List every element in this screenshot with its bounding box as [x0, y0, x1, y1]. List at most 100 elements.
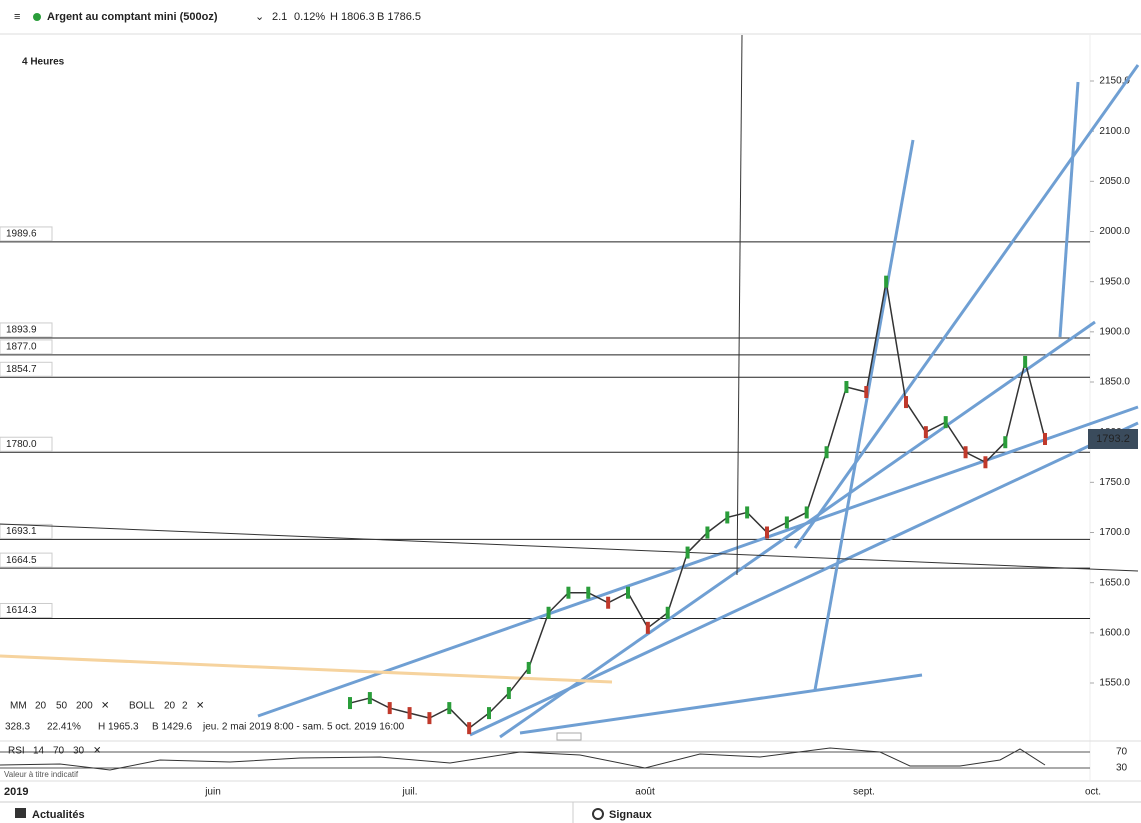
trend-line — [519, 673, 923, 735]
level-label: 1693.1 — [6, 526, 37, 537]
y-tick-label: 1700.0 — [1099, 527, 1130, 538]
candle — [804, 506, 809, 519]
candle — [943, 416, 948, 429]
price-line — [349, 281, 1046, 730]
candle — [765, 526, 769, 539]
news-tab[interactable]: Actualités — [32, 809, 85, 821]
ma-label: MM — [10, 701, 27, 712]
low: B 1786.5 — [377, 11, 421, 23]
candle — [586, 586, 591, 599]
rsi-axis: 30 — [1116, 763, 1128, 774]
candle — [407, 707, 412, 720]
trend-line — [1058, 81, 1080, 338]
candle — [1043, 432, 1047, 445]
level-tag — [0, 339, 53, 355]
ma-period: 20 — [35, 701, 47, 712]
instrument-title[interactable]: Argent au comptant mini (500oz) — [47, 11, 218, 23]
y-tick-label: 1950.0 — [1099, 276, 1130, 287]
remove[interactable]: ✕ — [196, 701, 204, 712]
level-label: 1893.9 — [6, 325, 37, 336]
level-label: 1989.6 — [6, 229, 37, 240]
rsi-param: 14 — [33, 746, 45, 757]
change-pct: 0.12% — [294, 11, 325, 23]
candle — [487, 707, 491, 720]
disclaimer: Valeur à titre indicatif — [4, 770, 79, 779]
level-tag — [0, 322, 53, 338]
remove[interactable]: ✕ — [101, 701, 109, 712]
candle — [626, 586, 630, 599]
rsi-param: 70 — [53, 746, 65, 757]
boll-param: 20 — [164, 701, 176, 712]
header-bar — [0, 0, 1141, 35]
level-tag — [0, 602, 53, 618]
trend-line — [469, 421, 1139, 737]
range-high: H 1965.3 — [98, 722, 139, 733]
y-tick-label: 2100.0 — [1099, 126, 1130, 137]
y-tick-label: 1650.0 — [1099, 577, 1130, 588]
month-label: sept. — [853, 787, 875, 798]
rsi-label: RSI — [8, 746, 25, 757]
candle — [427, 712, 432, 725]
candle — [665, 606, 670, 619]
month-label: oct. — [1085, 787, 1101, 798]
news-icon — [15, 808, 26, 818]
trend-line — [0, 654, 613, 684]
candle — [904, 396, 908, 409]
level-label: 1854.7 — [6, 364, 37, 375]
candle — [645, 621, 650, 634]
price-tag — [1088, 428, 1138, 449]
candle — [705, 526, 710, 539]
month-label: juil. — [401, 787, 417, 798]
level-tag — [0, 552, 53, 568]
range-pct: 22.41% — [47, 722, 81, 733]
price-axis: 1550.01600.01650.01700.01750.01800.01850… — [1090, 76, 1130, 689]
candle — [606, 596, 611, 609]
dropdown[interactable]: ⌄ — [255, 11, 264, 23]
menu-icon[interactable]: ≡ — [14, 11, 20, 23]
current-price: 1793.2 — [1096, 433, 1130, 445]
trend-line — [736, 34, 743, 576]
remove[interactable]: ✕ — [93, 746, 101, 757]
y-tick-label: 1600.0 — [1099, 627, 1130, 638]
level-tag — [0, 523, 53, 539]
candle — [447, 702, 452, 715]
range-dates: jeu. 2 mai 2019 8:00 - sam. 5 oct. 2019 … — [202, 722, 405, 733]
candle — [983, 456, 988, 469]
month-label: juin — [204, 787, 221, 798]
ma-period: 200 — [76, 701, 93, 712]
candle — [884, 275, 889, 288]
candle — [1023, 355, 1028, 368]
y-tick-label: 1900.0 — [1099, 326, 1130, 337]
y-tick-label: 2150.0 — [1099, 76, 1130, 87]
year: 2019 — [4, 786, 28, 798]
signals-icon — [592, 808, 604, 820]
candle — [745, 506, 750, 519]
boll-param: 2 — [182, 701, 188, 712]
tab-bar — [0, 802, 1141, 823]
pane-handle[interactable] — [556, 732, 582, 741]
candle — [864, 386, 869, 399]
timeframe[interactable]: 4 Heures — [22, 57, 65, 68]
y-tick-label: 1750.0 — [1099, 477, 1130, 488]
candle — [367, 692, 372, 705]
month-labels: juin juil. août sept. oct. — [204, 787, 1101, 798]
candle — [725, 511, 730, 524]
trend-line — [813, 139, 915, 691]
candle — [566, 586, 571, 599]
candle — [784, 516, 789, 529]
candle — [824, 446, 829, 459]
candle — [1003, 436, 1008, 449]
change: 2.1 — [272, 11, 287, 23]
level-tag — [0, 436, 53, 452]
trend-line — [0, 523, 1139, 572]
range-low: B 1429.6 — [152, 722, 192, 733]
level-label: 1877.0 — [6, 342, 37, 353]
rsi-axis: 70 — [1116, 747, 1128, 758]
level-label: 1780.0 — [6, 439, 37, 450]
price-series — [348, 275, 1047, 735]
y-tick-label: 1550.0 — [1099, 678, 1130, 689]
level-label: 1664.5 — [6, 555, 37, 566]
level-label: 1614.3 — [6, 605, 37, 616]
month-label: août — [635, 787, 655, 798]
signals-tab[interactable]: Signaux — [609, 809, 653, 821]
